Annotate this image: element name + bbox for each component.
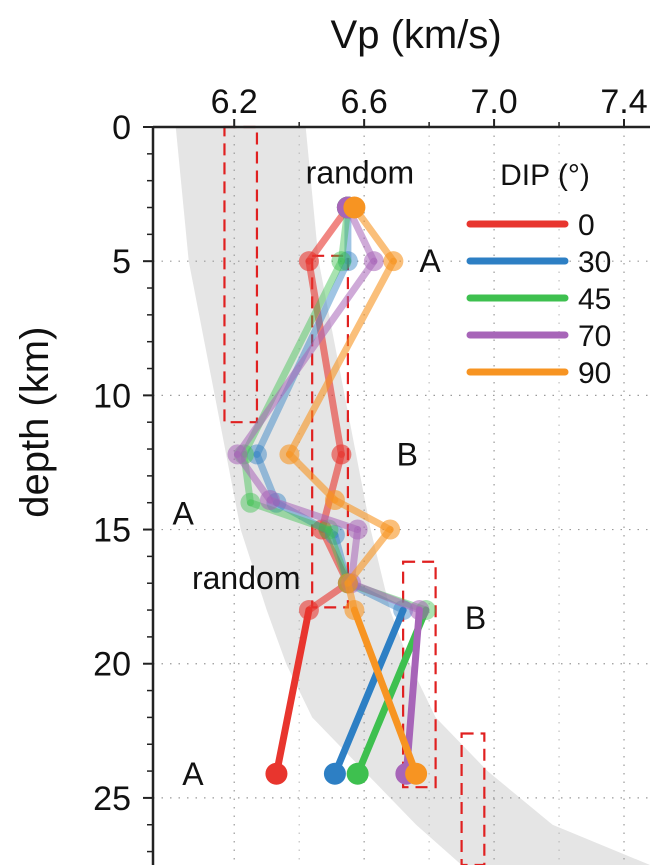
series-70-point — [347, 519, 368, 540]
series-90-segment — [350, 204, 397, 265]
series-0-point — [298, 600, 319, 621]
dashed-box — [402, 560, 437, 789]
series-90-point — [383, 251, 404, 272]
series-90-segment — [285, 450, 339, 504]
series-0-segment — [272, 606, 313, 778]
series-90-point — [343, 196, 366, 219]
annotation-label: A — [182, 756, 204, 792]
series-0-point — [331, 444, 352, 465]
legend-label-70: 70 — [578, 320, 611, 353]
series-90-point — [324, 490, 345, 511]
series-90-segment — [350, 606, 420, 778]
series-0-point — [311, 519, 332, 540]
series-lines — [227, 196, 436, 785]
axes: 6.2 6.6 7.0 7.4 0 5 10 15 20 25 Vp (km/s) depth (km… — [13, 13, 650, 865]
series-90-point — [405, 762, 428, 785]
series-30-point — [323, 762, 346, 785]
series-70-point — [227, 444, 248, 465]
series-90-segment — [344, 526, 394, 587]
series-30-point — [337, 251, 358, 272]
y-tick-label: 15 — [93, 512, 131, 550]
dashed-box — [223, 125, 259, 424]
series-70-segment — [347, 579, 423, 614]
legend: DIP (°) 0 30 45 70 90 — [466, 159, 611, 390]
series-70-point — [363, 251, 384, 272]
annotation-label: B — [397, 436, 418, 472]
y-tick-label: 10 — [93, 377, 131, 415]
series-30-point — [246, 444, 267, 465]
series-90-point — [344, 600, 365, 621]
x-axis-title: Vp (km/s) — [331, 13, 502, 57]
series-0-segment — [305, 257, 345, 458]
annotation-label: random — [192, 560, 301, 596]
series-0-segment — [305, 204, 352, 265]
annotation-label: A — [419, 243, 441, 279]
series-0-point — [265, 762, 288, 785]
y-axis-title: depth (km) — [13, 327, 57, 518]
series-45-point — [331, 251, 352, 272]
series-90-segment — [285, 257, 397, 458]
series-90 — [279, 196, 428, 785]
series-30-point — [324, 524, 345, 545]
x-tick-label: 7.0 — [470, 83, 517, 121]
series-70-segment — [233, 257, 378, 458]
series-70-point — [259, 490, 280, 511]
annotation-label: random — [306, 155, 415, 191]
series-90-point — [380, 519, 401, 540]
annotation-label: B — [465, 600, 486, 636]
x-tick-label: 7.4 — [600, 83, 647, 121]
x-tick-label: 6.2 — [211, 83, 258, 121]
series-30-segment — [331, 606, 407, 778]
y-tick-label: 25 — [93, 780, 131, 818]
legend-label-90: 90 — [578, 357, 611, 390]
series-90-segment — [331, 496, 394, 534]
legend-label-30: 30 — [578, 246, 611, 279]
series-90-point — [337, 573, 358, 594]
legend-label-45: 45 — [578, 283, 611, 316]
series-90-point — [279, 444, 300, 465]
series-70-segment — [266, 496, 362, 534]
series-70-point — [409, 600, 430, 621]
dashed-box — [311, 254, 350, 609]
annotation-label: A — [172, 495, 194, 531]
dashed-boxes — [223, 125, 486, 865]
legend-title: DIP (°) — [500, 159, 590, 192]
legend-label-0: 0 — [578, 209, 595, 242]
dashed-box — [460, 732, 486, 865]
y-tick-label: 5 — [112, 243, 131, 281]
series-45-point — [346, 762, 369, 785]
x-tick-label: 6.6 — [341, 83, 388, 121]
series-45-point — [240, 492, 261, 513]
series-0-point — [298, 251, 319, 272]
y-tick-label: 20 — [93, 646, 131, 684]
y-tick-label: 0 — [112, 109, 131, 147]
